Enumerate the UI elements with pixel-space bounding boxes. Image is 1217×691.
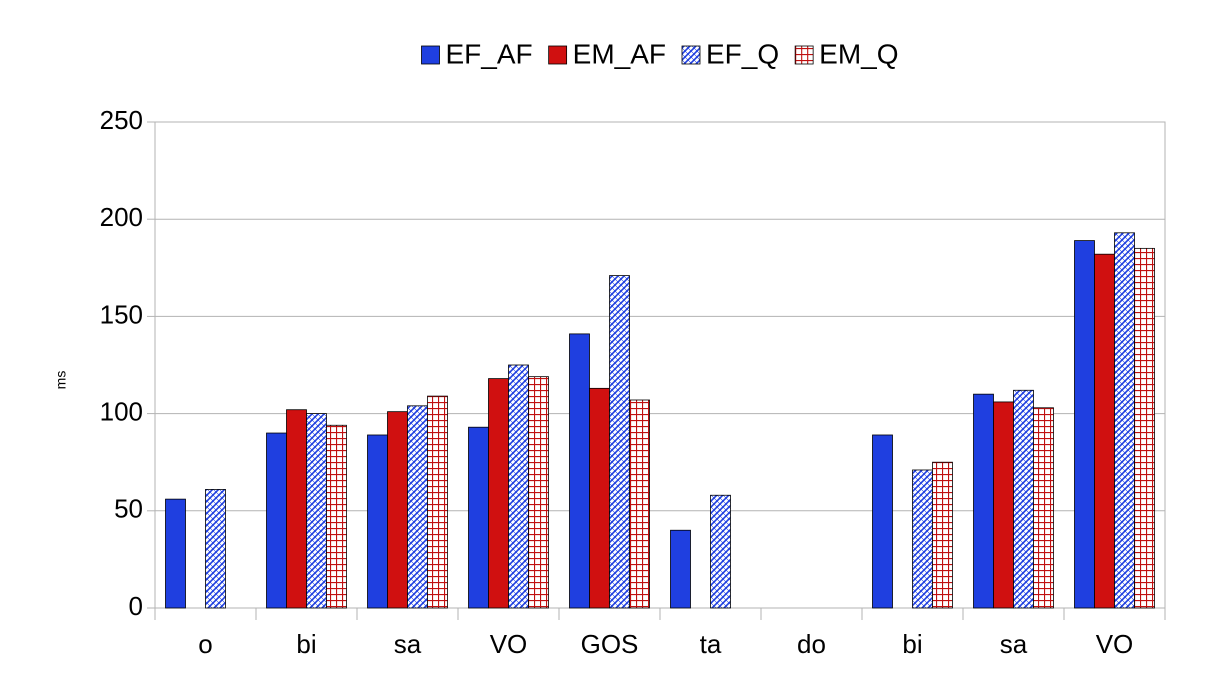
bar [387, 411, 408, 609]
bar [326, 424, 347, 609]
bar [973, 393, 994, 609]
bar [286, 409, 307, 609]
x-tick-label: VO [490, 629, 528, 659]
legend-swatch [794, 45, 814, 65]
legend-label: EF_Q [706, 38, 779, 69]
x-tick-label: o [198, 629, 212, 659]
x-tick-label: sa [394, 629, 422, 659]
x-tick-label: bi [296, 629, 316, 659]
x-tick-label: VO [1096, 629, 1134, 659]
legend-swatch [421, 45, 440, 65]
bar [912, 469, 933, 609]
y-tick-label: 150 [100, 299, 143, 329]
bar [488, 378, 509, 609]
legend-label: EF_AF [446, 38, 533, 69]
legend-item: EF_Q [681, 38, 779, 69]
bar [468, 426, 489, 609]
y-tick-label: 200 [100, 202, 143, 232]
bar [629, 399, 650, 609]
bar [609, 275, 630, 609]
bar [932, 461, 953, 609]
bar [589, 387, 610, 609]
legend-item: EM_Q [794, 38, 899, 69]
bar [165, 498, 186, 609]
legend-swatch [548, 45, 568, 65]
bar [528, 376, 549, 609]
bar [872, 434, 893, 609]
bar [407, 405, 428, 609]
legend-item: EF_AF [421, 38, 533, 69]
bar [569, 333, 590, 609]
bar [1074, 240, 1095, 609]
x-tick-label: bi [902, 629, 922, 659]
bar [1013, 389, 1034, 609]
x-tick-label: do [797, 629, 826, 659]
x-tick-label: sa [1000, 629, 1028, 659]
bar [1134, 247, 1155, 609]
y-tick-label: 250 [100, 105, 143, 135]
bar [205, 489, 226, 609]
y-tick-label: 100 [100, 396, 143, 426]
legend-swatch [681, 45, 701, 65]
bar [367, 434, 388, 609]
bar [710, 494, 731, 609]
bar [1033, 407, 1054, 609]
legend-label: EM_AF [573, 38, 666, 69]
bar [1094, 253, 1115, 609]
x-tick-label: GOS [581, 629, 639, 659]
legend-label: EM_Q [819, 38, 898, 69]
y-axis-label: ms [53, 371, 69, 390]
bar [993, 401, 1014, 609]
bar [670, 529, 691, 609]
bar [1114, 232, 1135, 609]
y-tick-label: 50 [114, 494, 143, 524]
x-tick-label: ta [700, 629, 722, 659]
bar [508, 364, 529, 609]
y-tick-label: 0 [129, 591, 143, 621]
bar [306, 413, 327, 609]
legend-item: EM_AF [548, 38, 666, 69]
bar [266, 432, 287, 609]
bar [427, 395, 448, 609]
